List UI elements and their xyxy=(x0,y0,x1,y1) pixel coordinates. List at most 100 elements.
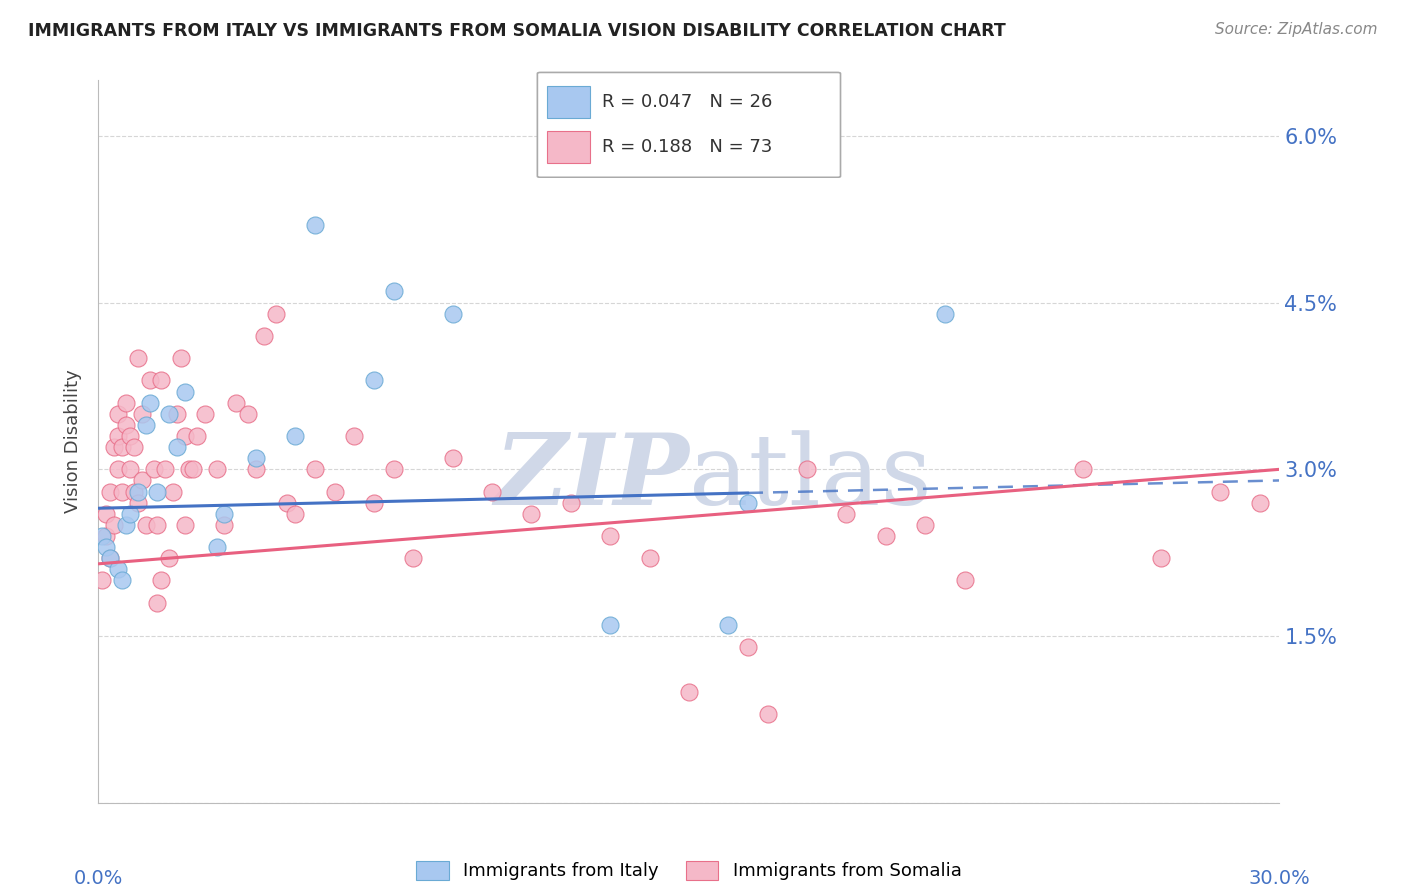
Point xyxy=(1249,496,1271,510)
Point xyxy=(382,285,405,299)
Point xyxy=(284,507,307,521)
Point xyxy=(118,462,141,476)
Point xyxy=(737,640,759,655)
Point xyxy=(953,574,976,588)
Point xyxy=(363,496,385,510)
Point xyxy=(111,440,134,454)
Point xyxy=(96,540,118,554)
Point xyxy=(1209,484,1232,499)
Point xyxy=(934,307,956,321)
Point xyxy=(138,395,160,409)
Point xyxy=(127,351,149,366)
Point xyxy=(236,407,259,421)
Point xyxy=(245,451,267,466)
Point xyxy=(166,407,188,421)
Point xyxy=(253,329,276,343)
Point xyxy=(402,551,425,566)
Point xyxy=(205,462,228,476)
Point xyxy=(98,484,121,499)
Point xyxy=(118,429,141,443)
Point xyxy=(131,474,153,488)
Point xyxy=(225,395,247,409)
Point xyxy=(135,417,157,432)
Point xyxy=(382,462,405,476)
Point xyxy=(875,529,897,543)
Y-axis label: Vision Disability: Vision Disability xyxy=(65,369,83,514)
Point xyxy=(264,307,287,321)
Point xyxy=(150,373,173,387)
Point xyxy=(118,507,141,521)
Text: 0.0%: 0.0% xyxy=(73,870,124,888)
Point xyxy=(835,507,858,521)
Point xyxy=(756,706,779,721)
Text: 30.0%: 30.0% xyxy=(1249,870,1310,888)
Point xyxy=(186,429,208,443)
Point xyxy=(111,574,134,588)
Point xyxy=(284,429,307,443)
Point xyxy=(214,507,236,521)
Point xyxy=(142,462,165,476)
Point xyxy=(343,429,366,443)
Point xyxy=(138,373,160,387)
Point xyxy=(174,517,197,532)
Point xyxy=(127,496,149,510)
Point xyxy=(304,218,326,232)
Point xyxy=(304,462,326,476)
Text: atlas: atlas xyxy=(689,430,932,525)
Point xyxy=(98,551,121,566)
Point xyxy=(166,440,188,454)
Point xyxy=(181,462,204,476)
Point xyxy=(520,507,543,521)
Point xyxy=(107,562,129,576)
Legend: Immigrants from Italy, Immigrants from Somalia: Immigrants from Italy, Immigrants from S… xyxy=(409,854,969,888)
Point xyxy=(245,462,267,476)
Point xyxy=(737,496,759,510)
Point xyxy=(162,484,184,499)
Point xyxy=(150,574,173,588)
Point xyxy=(135,517,157,532)
Point xyxy=(560,496,582,510)
Point xyxy=(638,551,661,566)
Point xyxy=(174,429,197,443)
Point xyxy=(678,684,700,698)
Text: ZIP: ZIP xyxy=(494,429,689,526)
Point xyxy=(205,540,228,554)
Point xyxy=(115,517,138,532)
Point xyxy=(91,574,114,588)
Point xyxy=(323,484,346,499)
Point xyxy=(177,462,200,476)
Point xyxy=(155,462,177,476)
Bar xyxy=(547,131,591,163)
Point xyxy=(363,373,385,387)
Point xyxy=(103,517,125,532)
Point xyxy=(96,529,118,543)
Point xyxy=(599,529,621,543)
Text: Source: ZipAtlas.com: Source: ZipAtlas.com xyxy=(1215,22,1378,37)
Point xyxy=(276,496,298,510)
Point xyxy=(96,507,118,521)
Point xyxy=(115,395,138,409)
Point xyxy=(146,517,169,532)
Point xyxy=(146,484,169,499)
Point xyxy=(717,618,740,632)
Point xyxy=(115,417,138,432)
Point xyxy=(127,484,149,499)
Point xyxy=(146,596,169,610)
Point xyxy=(122,484,145,499)
Point xyxy=(1071,462,1094,476)
Point xyxy=(131,407,153,421)
Point xyxy=(441,307,464,321)
Point xyxy=(103,440,125,454)
Point xyxy=(481,484,503,499)
Point xyxy=(122,440,145,454)
Point xyxy=(111,484,134,499)
Point xyxy=(214,517,236,532)
Point xyxy=(441,451,464,466)
Point xyxy=(796,462,818,476)
Bar xyxy=(547,87,591,119)
Point xyxy=(157,551,180,566)
Text: IMMIGRANTS FROM ITALY VS IMMIGRANTS FROM SOMALIA VISION DISABILITY CORRELATION C: IMMIGRANTS FROM ITALY VS IMMIGRANTS FROM… xyxy=(28,22,1005,40)
Point xyxy=(174,384,197,399)
Point xyxy=(914,517,936,532)
Point xyxy=(107,407,129,421)
